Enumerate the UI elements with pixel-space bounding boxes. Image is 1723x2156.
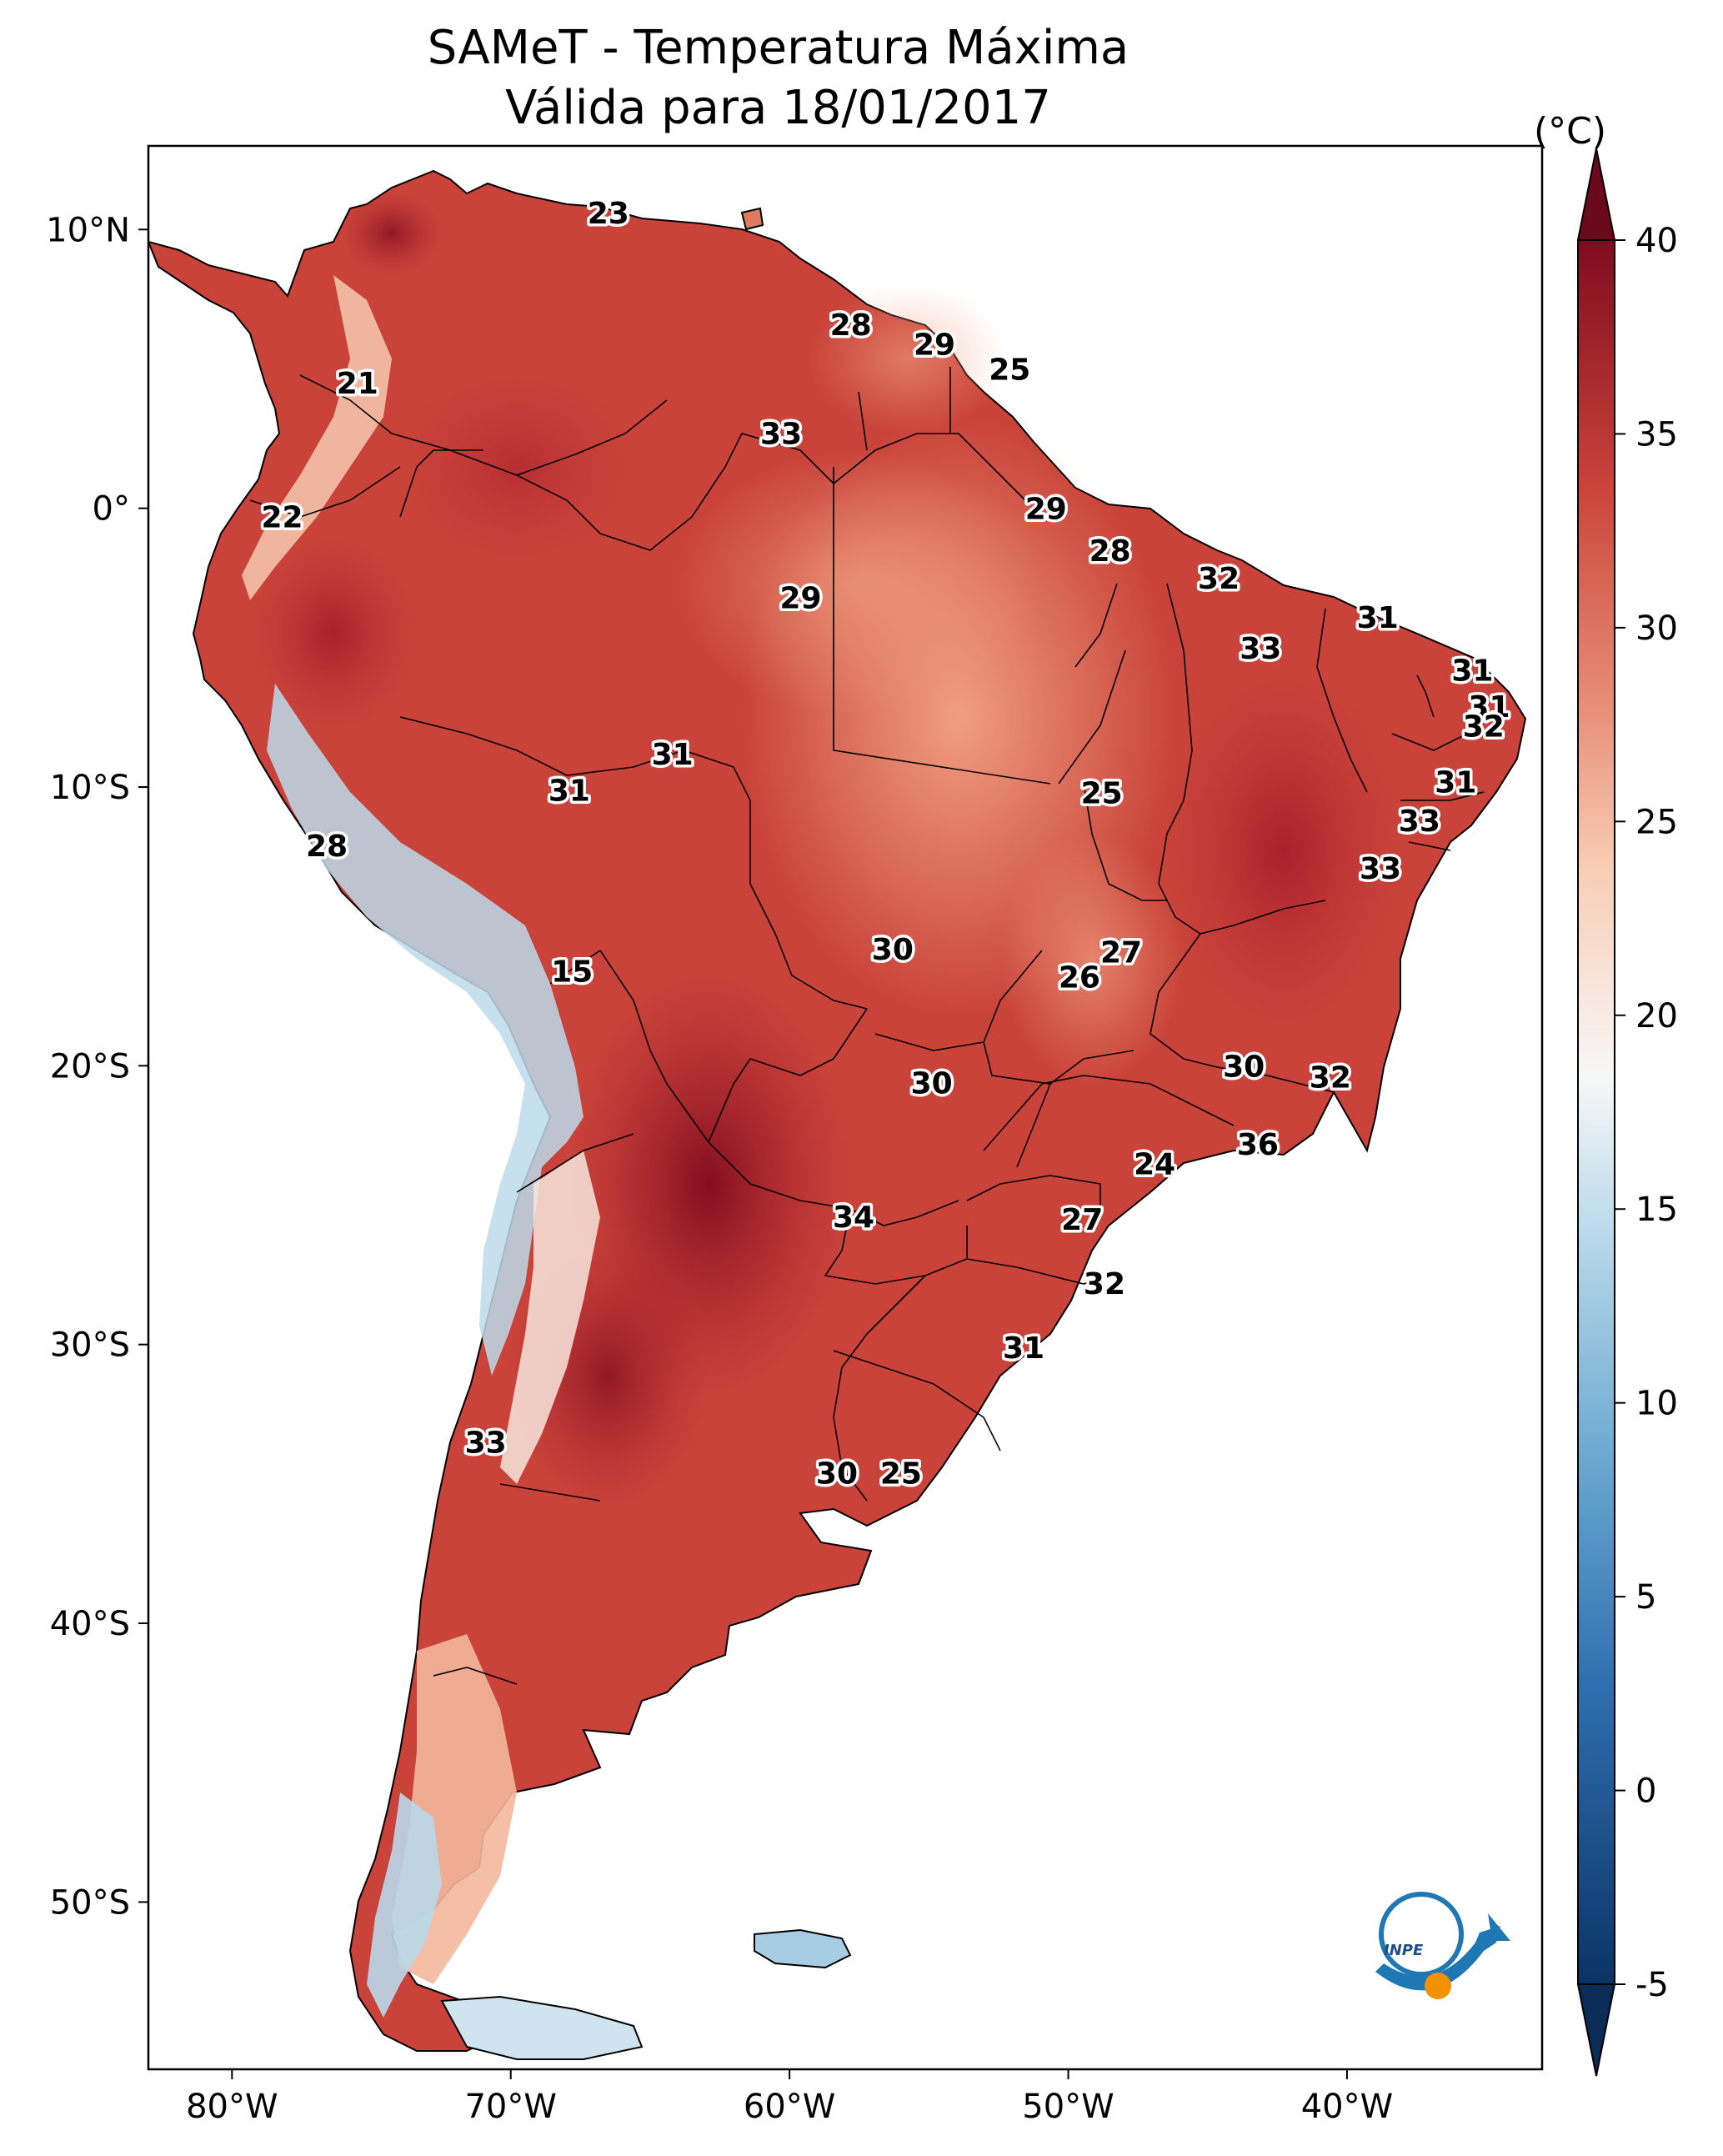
lat-tick-label: 40°S: [50, 1605, 130, 1643]
inpe-logo-swoosh: [1375, 1926, 1500, 1991]
temperature-field: [148, 169, 1527, 2060]
lat-tick-label: 10°S: [50, 769, 130, 807]
contour-label: 33: [1360, 852, 1401, 886]
map-frame: [147, 144, 1544, 2071]
lon-tick-label: 60°W: [744, 2088, 835, 2126]
andes-white-band: [500, 1151, 600, 1484]
contour-label: 30: [816, 1457, 858, 1491]
inpe-logo-arrowhead: [1488, 1913, 1510, 1941]
contour-label: 32: [1198, 562, 1240, 596]
cool-region-amazon: [675, 450, 1042, 717]
contour-label: 32: [1084, 1267, 1125, 1301]
contour-label: 33: [465, 1426, 507, 1461]
contour-label: 32: [1310, 1061, 1351, 1096]
contour-label: 31: [1357, 601, 1399, 635]
colorbar-tick-label: 10: [1635, 1385, 1678, 1423]
hot-region-northeast: [1167, 667, 1400, 1034]
cool-region-goias: [1000, 834, 1184, 1084]
colorbar-tick-label: 5: [1635, 1578, 1656, 1617]
contour-label: 25: [1081, 777, 1123, 811]
contour-label: 30: [872, 933, 914, 967]
contour-label: 25: [880, 1457, 922, 1491]
hot-region-peru-amazon: [250, 534, 417, 734]
contour-label: 34: [833, 1201, 874, 1235]
longitude-axis: 80°W 70°W 60°W 50°W 40°W: [186, 2069, 1393, 2126]
inpe-logo: INPE: [1375, 1892, 1510, 1999]
falkland-islands: [754, 1928, 852, 1969]
contour-label: 33: [1399, 805, 1440, 839]
contour-label: 33: [760, 417, 802, 451]
lon-tick-label: 40°W: [1301, 2088, 1393, 2126]
colorbar-ticks: -5 0 5 10 15 20 25 30 35 40: [1615, 222, 1678, 2004]
contour-label: 36: [1237, 1128, 1279, 1162]
contour-label: 21: [337, 367, 378, 401]
tierra-del-fuego: [440, 1995, 644, 2060]
contour-label: 23: [588, 197, 629, 231]
contour-label: 29: [1025, 493, 1067, 527]
lon-tick-label: 70°W: [464, 2088, 556, 2126]
colorbar-tick-label: 0: [1635, 1772, 1656, 1811]
colorbar-unit-label: (°C): [1534, 110, 1607, 153]
colorbar-gradient: [1577, 239, 1615, 1985]
colorbar-lower-extension: [1576, 1983, 1616, 2077]
colorbar-tick-label: 25: [1635, 803, 1678, 841]
lat-tick-label: 30°S: [50, 1326, 130, 1365]
inpe-logo-dot: [1425, 1973, 1451, 1999]
patagonia-ice-blue: [367, 1792, 442, 2018]
inpe-logo-ring: [1379, 1892, 1464, 1977]
map-subtitle: Válida para 18/01/2017: [505, 81, 1051, 135]
contour-label: 31: [1003, 1331, 1044, 1366]
contour-label: 15: [551, 955, 593, 990]
colorbar-tick-label: 15: [1635, 1191, 1678, 1229]
contour-label: 24: [1134, 1147, 1175, 1181]
contour-label: 31: [1435, 765, 1476, 800]
contour-label: 29: [779, 582, 821, 616]
contour-label: 27: [1100, 935, 1142, 970]
latitude-axis: 10°N 0° 10°S 20°S 30°S 40°S 50°S: [46, 211, 148, 1922]
colorbar-tick-label: -5: [1635, 1966, 1669, 2004]
colorbar-tick-label: 30: [1635, 609, 1678, 648]
colorbar-tick-label: 20: [1635, 997, 1678, 1035]
contour-label: 26: [1059, 960, 1100, 995]
contour-label: 31: [652, 738, 694, 772]
contour-label: 33: [1240, 632, 1281, 666]
contour-label: 31: [1451, 654, 1493, 689]
contour-label: 31: [548, 774, 590, 808]
lon-tick-label: 50°W: [1022, 2088, 1114, 2126]
contour-label: 28: [830, 308, 872, 343]
andes-cold-strip: [267, 684, 584, 1376]
hot-region-colombia: [342, 192, 442, 275]
map-title: SAMeT - Temperatura Máxima: [427, 21, 1129, 75]
colorbar-tick-label: 40: [1635, 222, 1678, 260]
contour-label: 28: [306, 830, 348, 864]
contour-label: 28: [1089, 534, 1131, 569]
colorbar-tick-label: 35: [1635, 415, 1678, 454]
lon-tick-label: 80°W: [186, 2088, 278, 2126]
cool-region-guianas: [809, 283, 1009, 434]
hot-region-maracaibo: [400, 367, 634, 567]
contour-label: 32: [1463, 709, 1505, 744]
colorbar: -5 0 5 10 15 20 25 30 35 40: [1576, 148, 1678, 2077]
inpe-logo-text: INPE: [1384, 1942, 1424, 1959]
contour-label: 29: [914, 328, 955, 362]
contour-label: 31: [1468, 690, 1510, 725]
contour-label: 27: [1061, 1203, 1103, 1237]
colorbar-upper-extension: [1576, 148, 1616, 241]
northern-andes-cool: [242, 275, 392, 600]
contour-label: 22: [261, 501, 303, 535]
lat-tick-label: 10°N: [46, 211, 130, 249]
country-borders: [249, 367, 1485, 1685]
lat-tick-label: 0°: [93, 490, 130, 529]
contour-label: 25: [989, 353, 1030, 387]
contour-label: 30: [911, 1066, 953, 1101]
contour-label: 30: [1223, 1050, 1265, 1084]
lat-tick-label: 20°S: [50, 1047, 130, 1086]
lat-tick-label: 50°S: [50, 1883, 130, 1922]
caribbean-island: [740, 207, 764, 231]
